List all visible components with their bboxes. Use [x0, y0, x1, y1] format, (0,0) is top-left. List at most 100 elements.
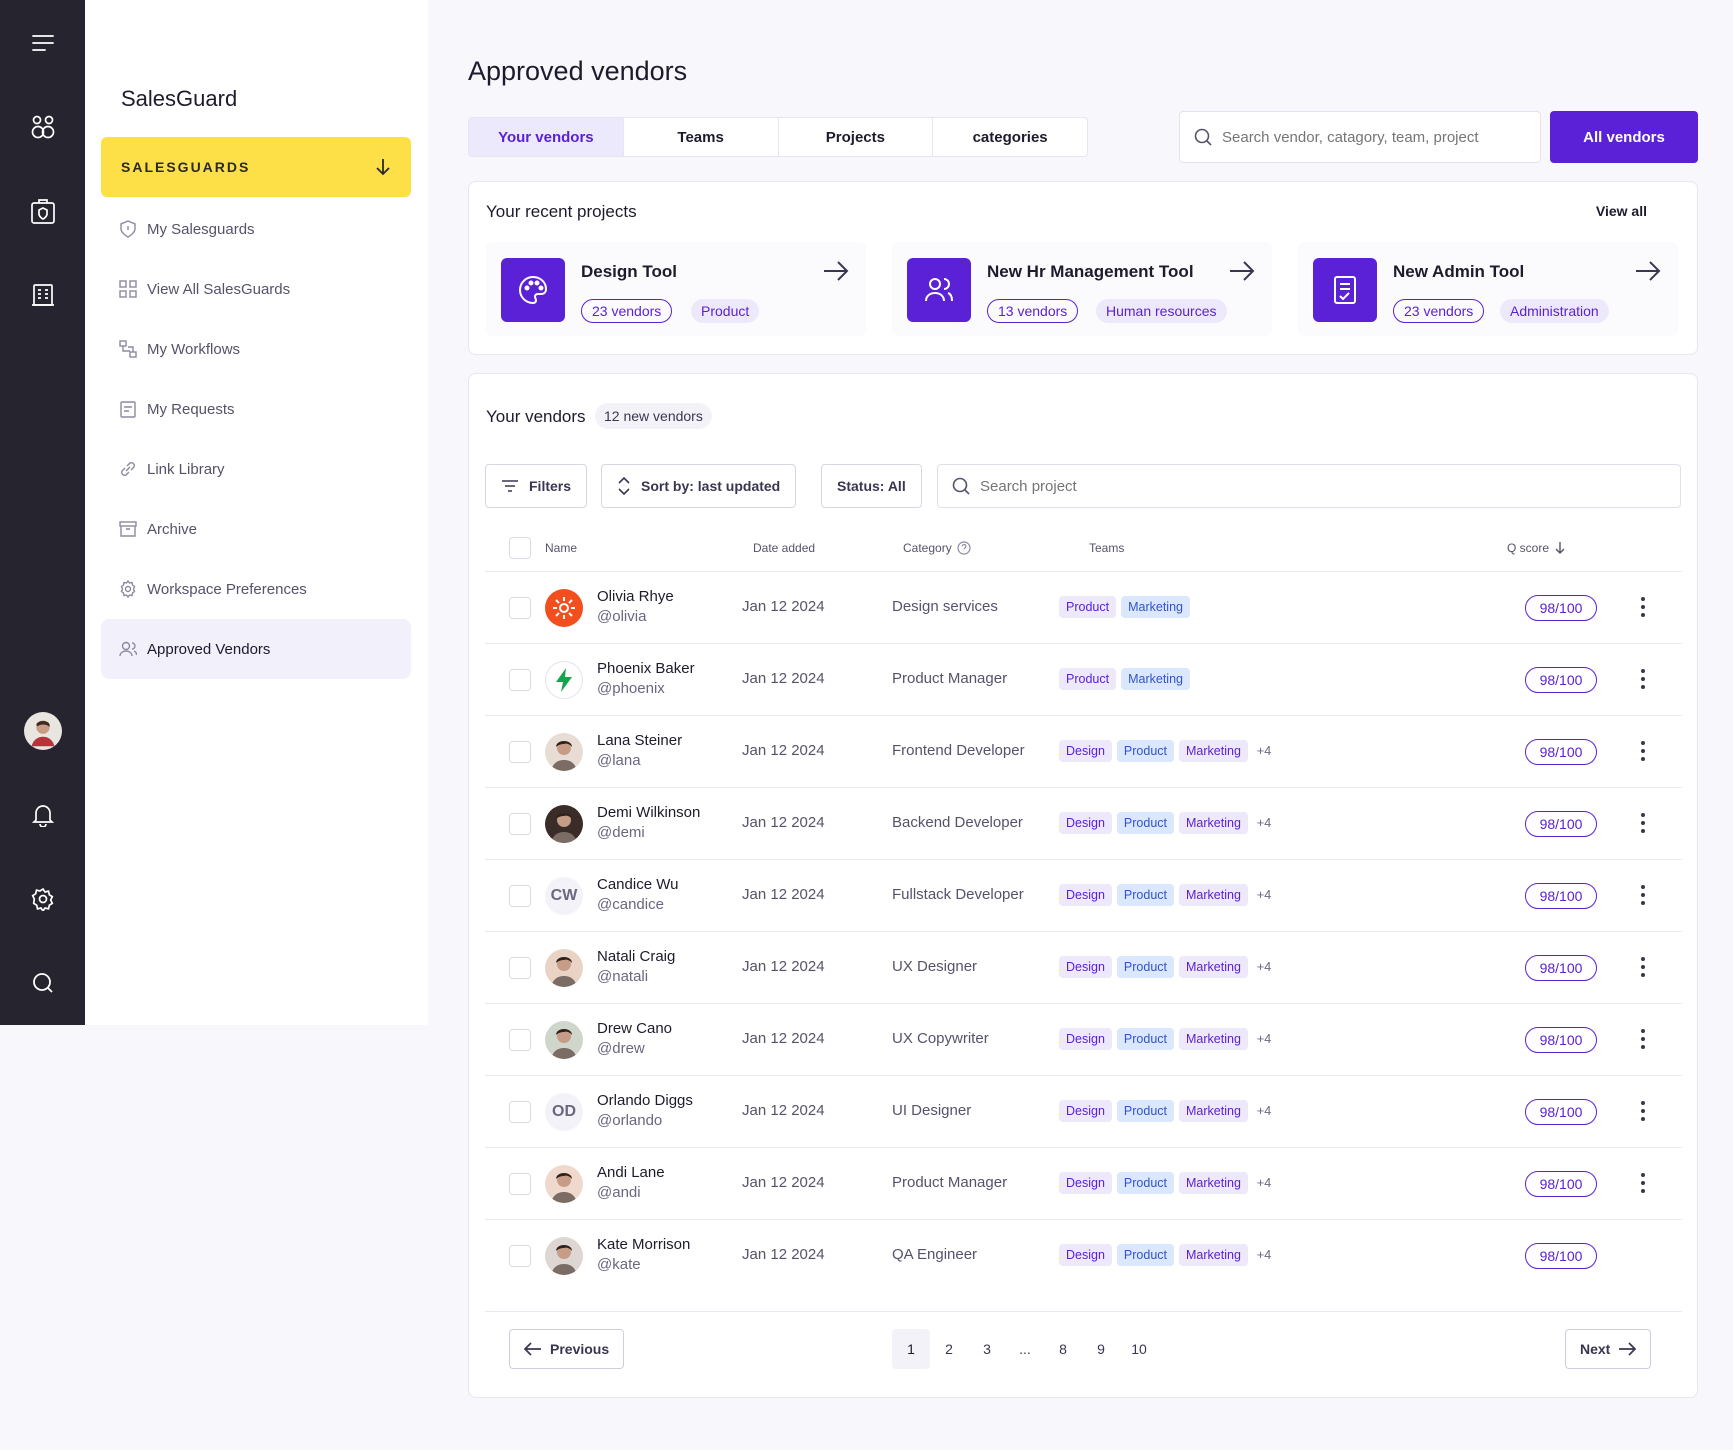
sort-button[interactable]: Sort by: last updated	[601, 464, 797, 508]
page-number[interactable]: 1	[892, 1329, 930, 1369]
team-tag[interactable]: Marketing	[1179, 740, 1248, 762]
more-teams-tag[interactable]: +4	[1256, 816, 1272, 830]
team-tag[interactable]: Product	[1116, 1172, 1175, 1194]
select-all-checkbox[interactable]	[509, 537, 531, 559]
search-icon[interactable]	[24, 964, 62, 1002]
row-checkbox[interactable]	[509, 597, 531, 619]
row-checkbox[interactable]	[509, 885, 531, 907]
team-tag[interactable]: Design	[1059, 1172, 1112, 1194]
more-teams-tag[interactable]: +4	[1256, 960, 1272, 974]
users-group-icon[interactable]	[24, 108, 62, 146]
row-checkbox[interactable]	[509, 1101, 531, 1123]
settings-icon[interactable]	[24, 880, 62, 918]
tab-teams[interactable]: Teams	[624, 118, 779, 156]
page-number[interactable]: 8	[1059, 1341, 1067, 1357]
page-number[interactable]: 3	[983, 1341, 991, 1357]
table-row[interactable]: Natali Craig @natali Jan 12 2024 UX Desi…	[485, 931, 1682, 1003]
team-tag[interactable]: Product	[1116, 812, 1175, 834]
team-tag[interactable]: Product	[1116, 956, 1175, 978]
row-checkbox[interactable]	[509, 1029, 531, 1051]
team-tag[interactable]: Product	[1059, 668, 1117, 690]
sidebar-item-view-all[interactable]: View All SalesGuards	[101, 259, 411, 319]
table-row[interactable]: Lana Steiner @lana Jan 12 2024 Frontend …	[485, 715, 1682, 787]
page-number[interactable]: 2	[945, 1341, 953, 1357]
vendor-search-input[interactable]	[1222, 128, 1522, 146]
more-options-icon[interactable]	[1640, 956, 1646, 983]
team-tag[interactable]: Marketing	[1179, 884, 1248, 906]
row-checkbox[interactable]	[509, 741, 531, 763]
team-tag[interactable]: Marketing	[1179, 1244, 1248, 1266]
column-header-teams[interactable]: Teams	[1089, 541, 1125, 555]
row-checkbox[interactable]	[509, 813, 531, 835]
team-tag[interactable]: Product	[1116, 1028, 1175, 1050]
tab-your-vendors[interactable]: Your vendors	[469, 118, 624, 156]
more-teams-tag[interactable]: +4	[1256, 1032, 1272, 1046]
team-tag[interactable]: Design	[1059, 812, 1112, 834]
column-header-date[interactable]: Date added	[753, 541, 816, 555]
sidebar-item-my-salesguards[interactable]: My Salesguards	[101, 199, 411, 259]
status-filter-button[interactable]: Status: All	[821, 464, 922, 508]
next-button[interactable]: Next	[1565, 1329, 1652, 1369]
row-checkbox[interactable]	[509, 1173, 531, 1195]
filters-button[interactable]: Filters	[485, 464, 588, 508]
more-teams-tag[interactable]: +4	[1256, 1176, 1272, 1190]
team-tag[interactable]: Design	[1059, 740, 1112, 762]
more-teams-tag[interactable]: +4	[1256, 888, 1272, 902]
team-tag[interactable]: Marketing	[1179, 1100, 1248, 1122]
more-options-icon[interactable]	[1640, 596, 1646, 623]
column-header-category[interactable]: Category	[903, 541, 971, 555]
table-row[interactable]: CW Candice Wu @candice Jan 12 2024 Fulls…	[485, 859, 1682, 931]
page-number[interactable]: 10	[1131, 1341, 1147, 1357]
table-row[interactable]: Drew Cano @drew Jan 12 2024 UX Copywrite…	[485, 1003, 1682, 1075]
salesguards-button[interactable]: SALESGUARDS	[101, 137, 411, 197]
row-checkbox[interactable]	[509, 669, 531, 691]
tab-categories[interactable]: categories	[972, 128, 1048, 146]
sidebar-item-workspace-preferences[interactable]: Workspace Preferences	[101, 559, 411, 619]
project-card[interactable]: Design Tool 23 vendors Product	[486, 242, 866, 336]
team-tag[interactable]: Design	[1059, 1028, 1112, 1050]
team-tag[interactable]: Product	[1116, 1100, 1175, 1122]
more-teams-tag[interactable]: +4	[1256, 1248, 1272, 1262]
bell-icon[interactable]	[24, 796, 62, 834]
table-row[interactable]: Kate Morrison @kate Jan 12 2024 QA Engin…	[485, 1219, 1682, 1291]
page-number[interactable]: 9	[1097, 1341, 1105, 1357]
more-options-icon[interactable]	[1640, 812, 1646, 839]
more-options-icon[interactable]	[1640, 884, 1646, 911]
arrow-right-icon[interactable]	[1228, 260, 1256, 282]
team-tag[interactable]: Product	[1116, 884, 1175, 906]
project-card[interactable]: New Admin Tool 23 vendors Administration	[1298, 242, 1678, 336]
row-checkbox[interactable]	[509, 1245, 531, 1267]
team-tag[interactable]: Marketing	[1179, 1028, 1248, 1050]
team-tag[interactable]: Marketing	[1121, 596, 1190, 618]
sidebar-item-approved-vendors[interactable]: Approved Vendors	[101, 619, 411, 679]
project-card[interactable]: New Hr Management Tool 13 vendors Human …	[892, 242, 1272, 336]
more-options-icon[interactable]	[1640, 1100, 1646, 1127]
arrow-right-icon[interactable]	[822, 260, 850, 282]
column-header-name[interactable]: Name	[545, 541, 578, 555]
team-tag[interactable]: Design	[1059, 1244, 1112, 1266]
table-row[interactable]: Demi Wilkinson @demi Jan 12 2024 Backend…	[485, 787, 1682, 859]
avatar[interactable]	[24, 712, 62, 750]
tab-projects[interactable]: Projects	[779, 118, 934, 156]
team-tag[interactable]: Product	[1116, 740, 1175, 762]
table-row[interactable]: Andi Lane @andi Jan 12 2024 Product Mana…	[485, 1147, 1682, 1219]
table-row[interactable]: Phoenix Baker @phoenix Jan 12 2024 Produ…	[485, 643, 1682, 715]
more-options-icon[interactable]	[1640, 1172, 1646, 1199]
column-header-qscore[interactable]: Q score	[1507, 541, 1566, 555]
team-tag[interactable]: Marketing	[1179, 1172, 1248, 1194]
more-options-icon[interactable]	[1640, 668, 1646, 695]
sidebar-item-my-workflows[interactable]: My Workflows	[101, 319, 411, 379]
team-tag[interactable]: Marketing	[1179, 812, 1248, 834]
menu-icon[interactable]	[24, 24, 62, 62]
team-tag[interactable]: Design	[1059, 1100, 1112, 1122]
team-tag[interactable]: Design	[1059, 884, 1112, 906]
view-all-link[interactable]: View all	[1595, 203, 1647, 219]
all-vendors-button[interactable]: All vendors	[1550, 111, 1698, 163]
building-icon[interactable]	[24, 276, 62, 314]
row-checkbox[interactable]	[509, 957, 531, 979]
sidebar-item-my-requests[interactable]: My Requests	[101, 379, 411, 439]
team-tag[interactable]: Product	[1059, 596, 1117, 618]
sidebar-item-link-library[interactable]: Link Library	[101, 439, 411, 499]
table-row[interactable]: Olivia Rhye @olivia Jan 12 2024 Design s…	[485, 571, 1682, 643]
more-options-icon[interactable]	[1640, 1028, 1646, 1055]
